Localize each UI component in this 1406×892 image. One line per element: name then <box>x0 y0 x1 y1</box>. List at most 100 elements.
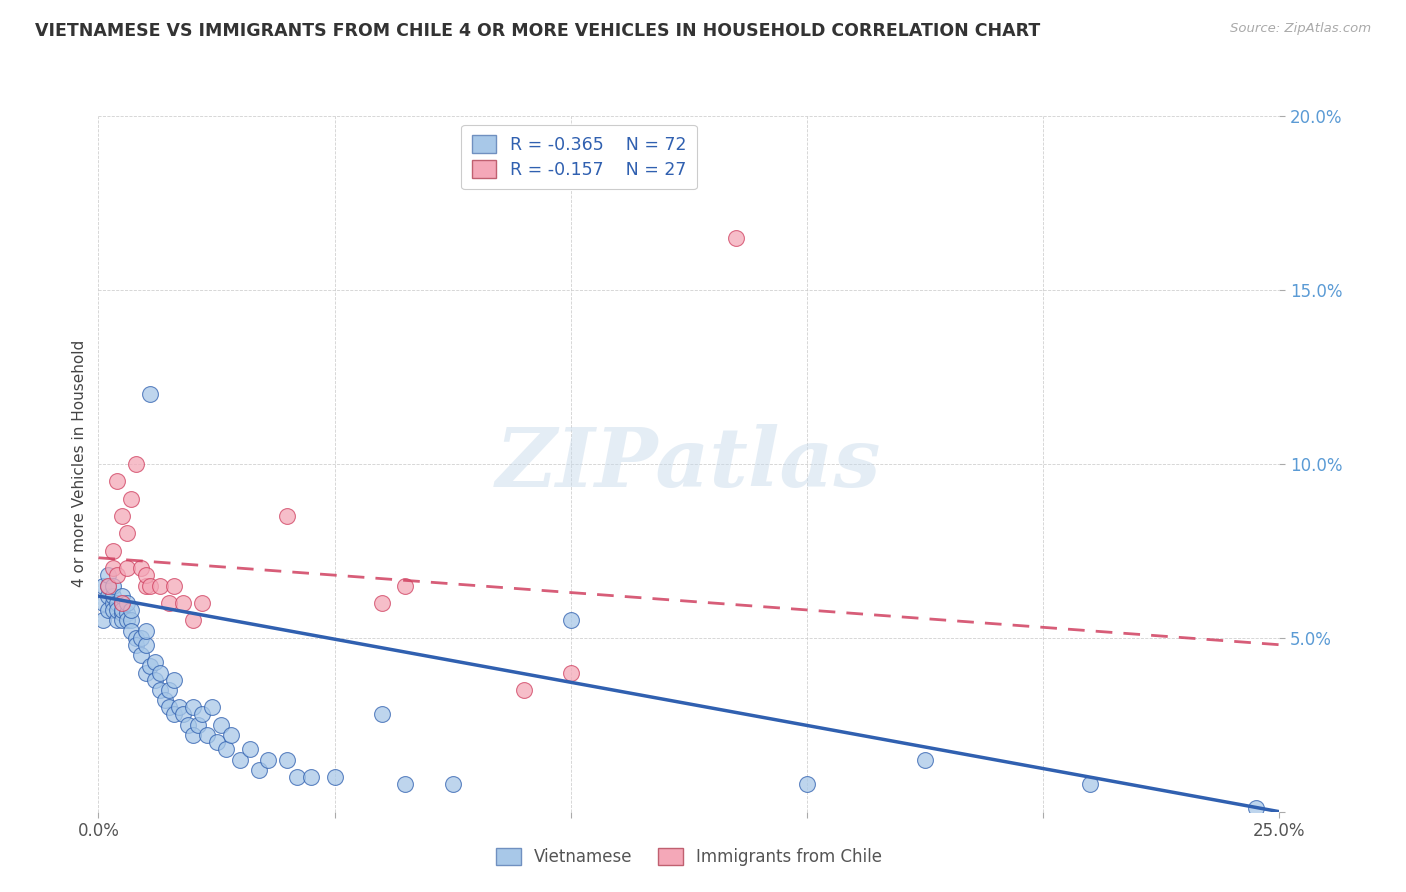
Point <box>149 683 172 698</box>
Point <box>201 700 224 714</box>
Point <box>115 526 138 541</box>
Point <box>97 578 120 592</box>
Point <box>121 614 143 628</box>
Point <box>91 614 114 628</box>
Point <box>276 753 298 767</box>
Point <box>143 655 166 669</box>
Point <box>91 596 114 610</box>
Point <box>143 673 166 687</box>
Point <box>163 707 186 722</box>
Point <box>115 607 138 621</box>
Point <box>276 508 298 523</box>
Point <box>163 578 186 592</box>
Point <box>139 578 162 592</box>
Point <box>101 589 124 603</box>
Point <box>285 770 308 784</box>
Point <box>219 728 242 742</box>
Point <box>97 589 120 603</box>
Point <box>97 603 120 617</box>
Point <box>97 568 120 582</box>
Point <box>105 614 128 628</box>
Point <box>157 596 180 610</box>
Point <box>121 603 143 617</box>
Point <box>157 700 180 714</box>
Point <box>139 387 162 401</box>
Point <box>560 665 582 680</box>
Point <box>135 578 157 592</box>
Point <box>215 742 238 756</box>
Point <box>181 614 204 628</box>
Point <box>181 700 204 714</box>
Point <box>125 631 148 645</box>
Point <box>796 777 818 791</box>
Point <box>195 728 218 742</box>
Point <box>129 648 152 662</box>
Point <box>105 603 128 617</box>
Point <box>111 596 134 610</box>
Point <box>111 508 134 523</box>
Point <box>105 474 128 488</box>
Point <box>91 578 114 592</box>
Point <box>163 673 186 687</box>
Point <box>111 603 134 617</box>
Point <box>191 596 214 610</box>
Point <box>177 717 200 731</box>
Point <box>229 753 252 767</box>
Point <box>125 638 148 652</box>
Point <box>125 457 148 471</box>
Point <box>914 753 936 767</box>
Point <box>129 631 152 645</box>
Point <box>157 683 180 698</box>
Point <box>209 717 232 731</box>
Point <box>105 596 128 610</box>
Point <box>121 491 143 506</box>
Point <box>153 693 176 707</box>
Text: Source: ZipAtlas.com: Source: ZipAtlas.com <box>1230 22 1371 36</box>
Point <box>111 589 134 603</box>
Point <box>111 596 134 610</box>
Point <box>101 561 124 575</box>
Point <box>111 614 134 628</box>
Point <box>135 665 157 680</box>
Point <box>111 607 134 621</box>
Point <box>121 624 143 638</box>
Point <box>191 707 214 722</box>
Point <box>187 717 209 731</box>
Point <box>115 561 138 575</box>
Point <box>441 777 464 791</box>
Point <box>247 763 270 777</box>
Point <box>172 707 194 722</box>
Point <box>181 728 204 742</box>
Point <box>139 658 162 673</box>
Point <box>299 770 322 784</box>
Point <box>512 683 534 698</box>
Point <box>105 568 128 582</box>
Text: VIETNAMESE VS IMMIGRANTS FROM CHILE 4 OR MORE VEHICLES IN HOUSEHOLD CORRELATION : VIETNAMESE VS IMMIGRANTS FROM CHILE 4 OR… <box>35 22 1040 40</box>
Point <box>135 638 157 652</box>
Point <box>101 596 124 610</box>
Point <box>371 707 394 722</box>
Point <box>149 665 172 680</box>
Point <box>129 561 152 575</box>
Point <box>101 543 124 558</box>
Point <box>101 603 124 617</box>
Point <box>205 735 228 749</box>
Point <box>371 596 394 610</box>
Point <box>257 753 280 767</box>
Point <box>101 578 124 592</box>
Y-axis label: 4 or more Vehicles in Household: 4 or more Vehicles in Household <box>72 340 87 588</box>
Point <box>394 578 416 592</box>
Point <box>167 700 190 714</box>
Point <box>115 614 138 628</box>
Point <box>323 770 346 784</box>
Point <box>115 596 138 610</box>
Point <box>135 624 157 638</box>
Point <box>97 578 120 592</box>
Point <box>394 777 416 791</box>
Point <box>239 742 262 756</box>
Point <box>560 614 582 628</box>
Legend: Vietnamese, Immigrants from Chile: Vietnamese, Immigrants from Chile <box>489 841 889 873</box>
Point <box>149 578 172 592</box>
Point <box>1080 777 1102 791</box>
Point <box>725 230 748 244</box>
